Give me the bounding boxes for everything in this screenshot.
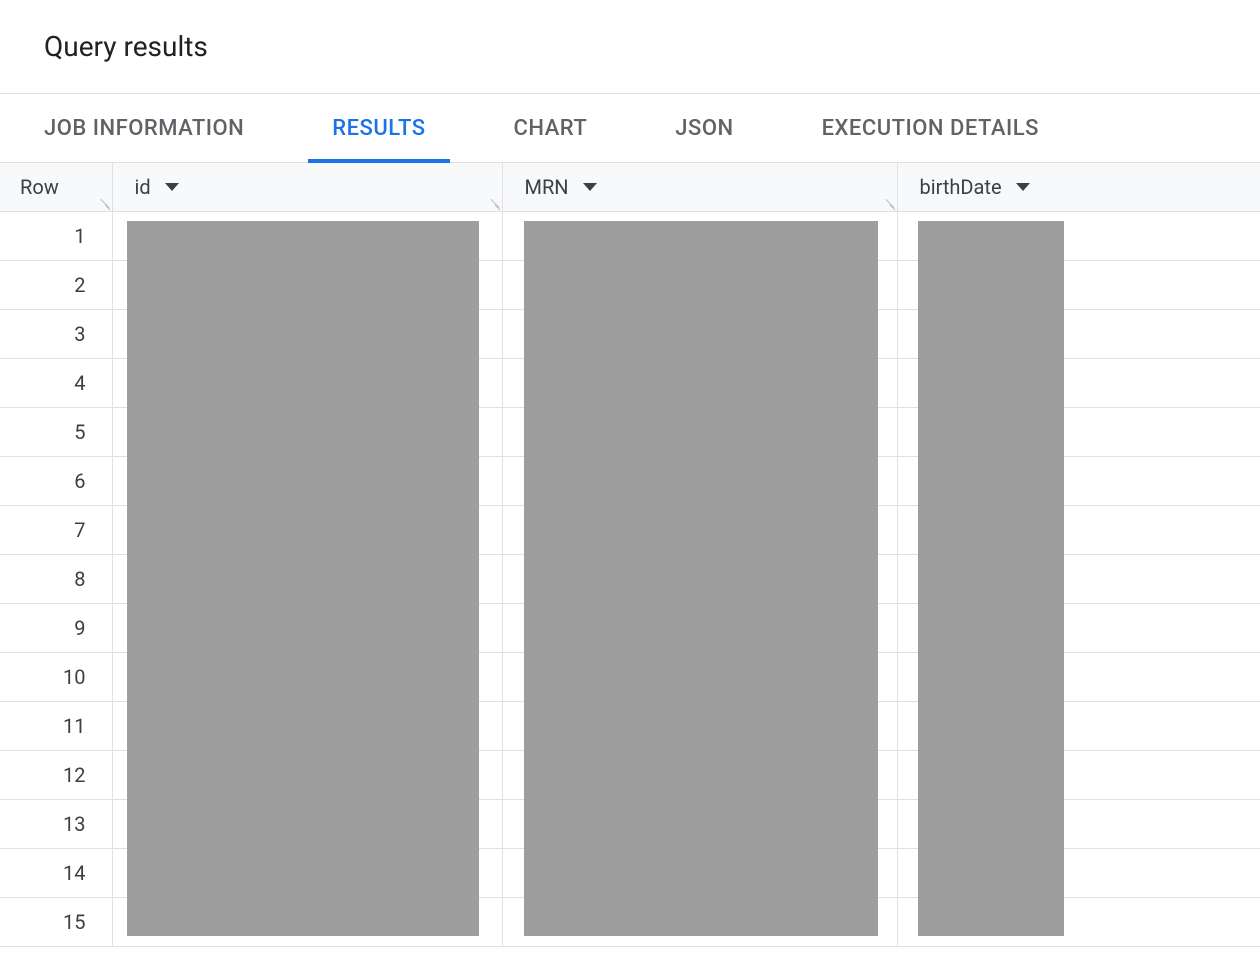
dropdown-arrow-icon[interactable] — [583, 183, 597, 191]
row-number-cell: 10 — [0, 652, 112, 701]
resize-handle-icon[interactable] — [486, 195, 500, 209]
column-header-birthdate[interactable]: birthDate — [897, 163, 1260, 211]
column-header-row-label: Row — [20, 175, 59, 199]
dropdown-arrow-icon[interactable] — [165, 183, 179, 191]
redacted-region — [127, 221, 479, 936]
page-title: Query results — [0, 0, 1260, 93]
row-number-cell: 2 — [0, 260, 112, 309]
row-number-cell: 14 — [0, 848, 112, 897]
row-number-cell: 8 — [0, 554, 112, 603]
resize-handle-icon[interactable] — [881, 195, 895, 209]
tab-job-information[interactable]: JOB INFORMATION — [44, 94, 244, 162]
results-table-wrap: Row id MRN — [0, 163, 1260, 947]
tab-results[interactable]: RESULTS — [332, 94, 425, 162]
column-header-mrn[interactable]: MRN — [502, 163, 897, 211]
row-number-cell: 3 — [0, 309, 112, 358]
row-number-cell: 1 — [0, 211, 112, 260]
row-number-cell: 4 — [0, 358, 112, 407]
tab-json[interactable]: JSON — [675, 94, 733, 162]
column-header-id[interactable]: id — [112, 163, 502, 211]
row-number-cell: 7 — [0, 505, 112, 554]
column-header-id-label: id — [135, 175, 151, 199]
row-number-cell: 15 — [0, 897, 112, 946]
tab-execution-details[interactable]: EXECUTION DETAILS — [822, 94, 1039, 162]
column-header-row[interactable]: Row — [0, 163, 112, 211]
redacted-region — [524, 221, 878, 936]
row-number-cell: 9 — [0, 603, 112, 652]
tabs-bar: JOB INFORMATION RESULTS CHART JSON EXECU… — [0, 93, 1260, 163]
resize-handle-icon[interactable] — [96, 195, 110, 209]
redacted-region — [918, 221, 1064, 936]
row-number-cell: 11 — [0, 701, 112, 750]
dropdown-arrow-icon[interactable] — [1016, 183, 1030, 191]
column-header-birthdate-label: birthDate — [920, 175, 1002, 199]
tab-chart[interactable]: CHART — [514, 94, 588, 162]
row-number-cell: 5 — [0, 407, 112, 456]
column-header-mrn-label: MRN — [525, 175, 569, 199]
row-number-cell: 12 — [0, 750, 112, 799]
row-number-cell: 6 — [0, 456, 112, 505]
row-number-cell: 13 — [0, 799, 112, 848]
